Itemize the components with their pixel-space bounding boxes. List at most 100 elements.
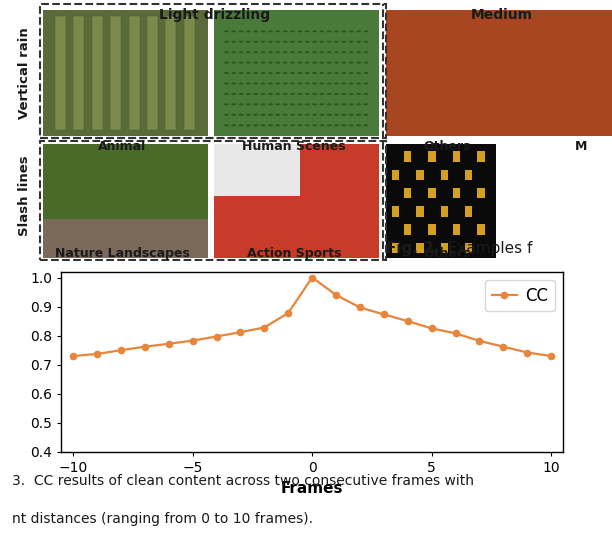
Circle shape xyxy=(246,61,251,63)
Circle shape xyxy=(231,51,236,53)
Circle shape xyxy=(275,114,280,116)
CC xyxy=(118,347,125,353)
Circle shape xyxy=(231,41,236,43)
Circle shape xyxy=(319,82,324,84)
Circle shape xyxy=(261,72,266,74)
Circle shape xyxy=(275,61,280,63)
Circle shape xyxy=(305,124,310,126)
Bar xyxy=(477,188,485,199)
Circle shape xyxy=(283,124,288,126)
Circle shape xyxy=(275,82,280,84)
Bar xyxy=(386,10,612,136)
Circle shape xyxy=(253,114,258,116)
Circle shape xyxy=(246,41,251,43)
Circle shape xyxy=(334,124,339,126)
Circle shape xyxy=(290,114,295,116)
Circle shape xyxy=(349,72,354,74)
Circle shape xyxy=(305,72,310,74)
Bar xyxy=(43,10,208,136)
Circle shape xyxy=(305,93,310,95)
CC xyxy=(452,330,459,337)
Circle shape xyxy=(356,82,361,84)
Bar xyxy=(477,224,485,235)
Circle shape xyxy=(268,82,273,84)
Circle shape xyxy=(319,72,324,74)
Circle shape xyxy=(341,30,346,32)
Circle shape xyxy=(246,51,251,53)
Circle shape xyxy=(327,82,332,84)
Circle shape xyxy=(239,103,244,105)
Circle shape xyxy=(275,30,280,32)
Circle shape xyxy=(341,51,346,53)
Text: nt distances (ranging from 0 to 10 frames).: nt distances (ranging from 0 to 10 frame… xyxy=(12,512,313,526)
CC xyxy=(141,343,149,350)
Circle shape xyxy=(297,61,302,63)
Circle shape xyxy=(334,30,339,32)
Circle shape xyxy=(319,30,324,32)
Circle shape xyxy=(341,93,346,95)
Bar xyxy=(110,16,121,131)
Circle shape xyxy=(319,124,324,126)
Circle shape xyxy=(319,41,324,43)
Circle shape xyxy=(239,41,244,43)
Bar xyxy=(43,219,208,258)
Circle shape xyxy=(275,72,280,74)
Circle shape xyxy=(224,72,229,74)
Circle shape xyxy=(364,51,368,53)
Circle shape xyxy=(290,72,295,74)
Circle shape xyxy=(261,51,266,53)
Circle shape xyxy=(305,103,310,105)
CC xyxy=(237,329,244,335)
Circle shape xyxy=(327,72,332,74)
Circle shape xyxy=(356,51,361,53)
Text: Human Scenes: Human Scenes xyxy=(242,139,346,153)
Circle shape xyxy=(290,61,295,63)
Legend: CC: CC xyxy=(485,280,554,312)
Circle shape xyxy=(224,61,229,63)
Circle shape xyxy=(283,82,288,84)
Circle shape xyxy=(231,103,236,105)
Circle shape xyxy=(319,51,324,53)
Bar xyxy=(40,141,386,260)
CC xyxy=(476,338,483,344)
Circle shape xyxy=(364,72,368,74)
Circle shape xyxy=(268,51,273,53)
Circle shape xyxy=(334,93,339,95)
Bar xyxy=(416,206,424,217)
Circle shape xyxy=(341,61,346,63)
Circle shape xyxy=(253,30,258,32)
Bar xyxy=(477,151,485,162)
Circle shape xyxy=(349,114,354,116)
Circle shape xyxy=(364,30,368,32)
Circle shape xyxy=(268,30,273,32)
CC xyxy=(285,310,292,316)
Circle shape xyxy=(349,51,354,53)
Circle shape xyxy=(268,93,273,95)
Circle shape xyxy=(349,103,354,105)
Bar xyxy=(40,4,386,138)
Circle shape xyxy=(231,124,236,126)
Circle shape xyxy=(334,103,339,105)
Bar xyxy=(404,224,411,235)
Circle shape xyxy=(349,41,354,43)
Text: M: M xyxy=(575,139,588,153)
Circle shape xyxy=(253,41,258,43)
Circle shape xyxy=(231,114,236,116)
Circle shape xyxy=(275,41,280,43)
Bar xyxy=(404,151,411,162)
Circle shape xyxy=(224,93,229,95)
Circle shape xyxy=(312,114,317,116)
Text: Slash lines: Slash lines xyxy=(18,155,31,236)
Bar xyxy=(73,16,84,131)
Circle shape xyxy=(341,41,346,43)
Circle shape xyxy=(305,51,310,53)
Circle shape xyxy=(290,41,295,43)
Circle shape xyxy=(283,61,288,63)
Circle shape xyxy=(364,82,368,84)
Circle shape xyxy=(349,30,354,32)
Circle shape xyxy=(364,61,368,63)
Circle shape xyxy=(312,72,317,74)
Circle shape xyxy=(327,124,332,126)
Circle shape xyxy=(305,41,310,43)
Circle shape xyxy=(312,82,317,84)
